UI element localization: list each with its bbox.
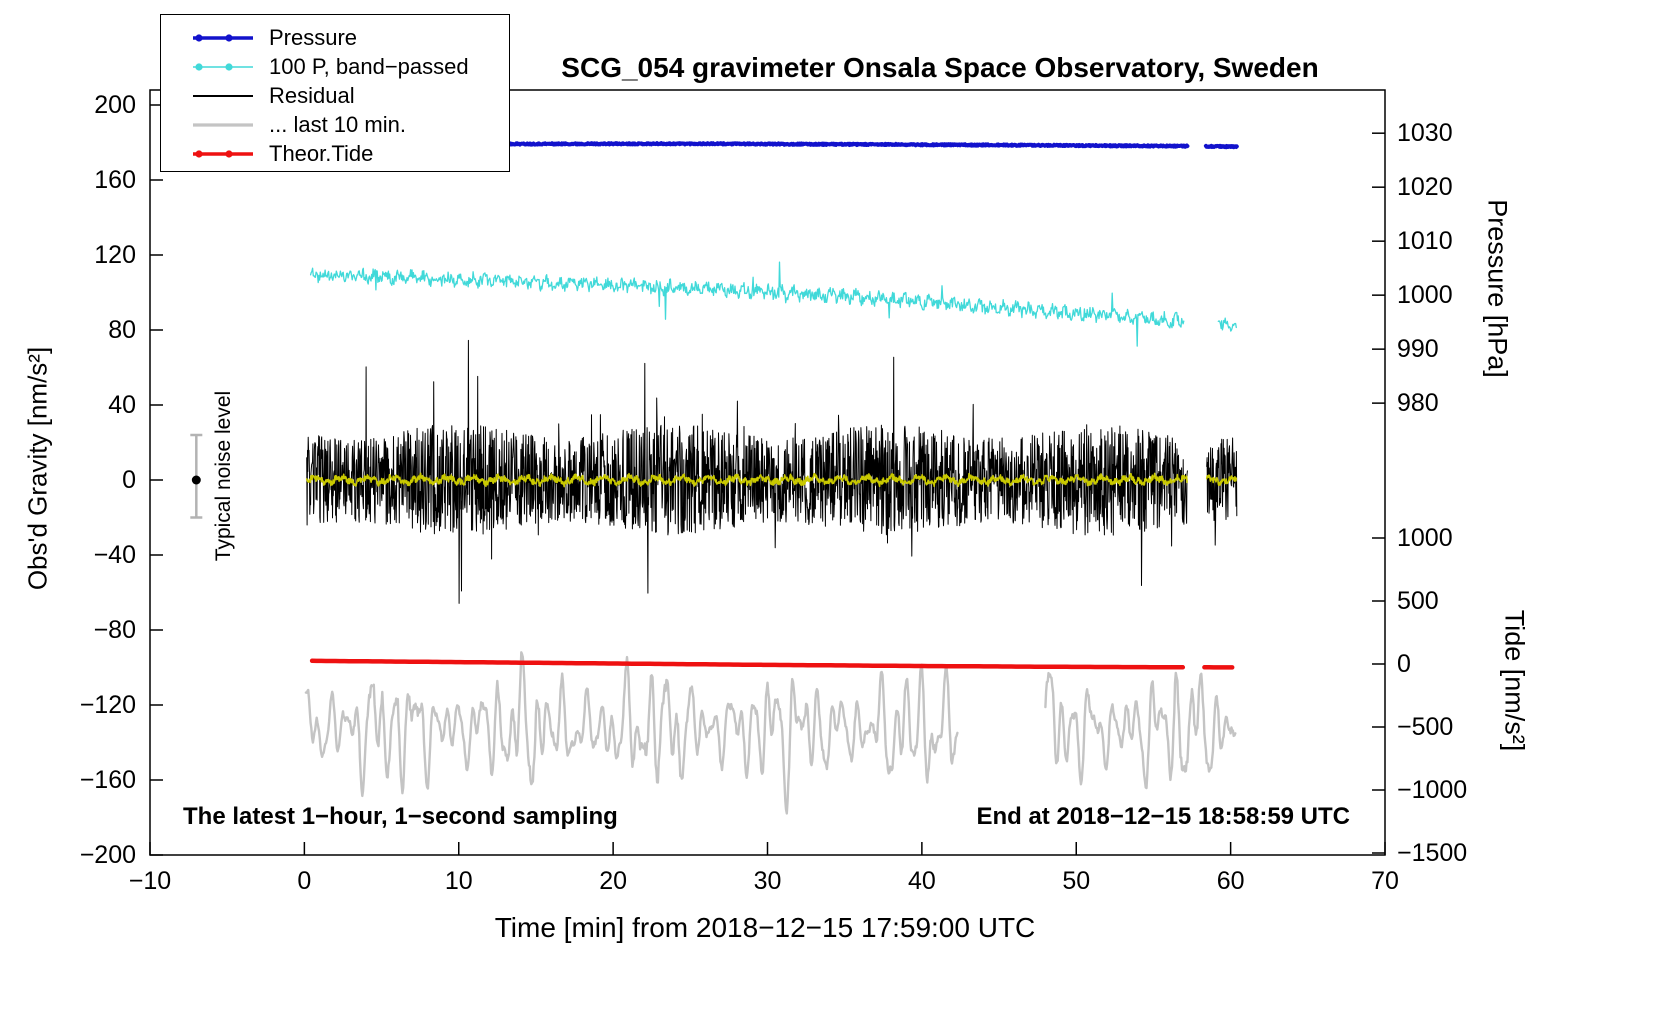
x-tick-label: 30 xyxy=(754,867,782,895)
gravity-tick-label: 200 xyxy=(94,91,136,119)
legend-item: 100 P, band−passed xyxy=(191,52,509,81)
gravity-tick-label: 160 xyxy=(94,166,136,194)
pressure-tick-label: 980 xyxy=(1397,389,1439,417)
chart-title: SCG_054 gravimeter Onsala Space Observat… xyxy=(561,52,1319,83)
legend-dot xyxy=(195,149,203,158)
legend-marker-icon xyxy=(193,33,253,42)
series-residual xyxy=(306,339,1188,604)
legend-dot xyxy=(225,149,233,158)
gravity-tick-label: 0 xyxy=(122,466,136,494)
typical-noise-level-label: Typical noise level xyxy=(212,390,235,562)
gravity-tick-label: −200 xyxy=(80,841,136,869)
legend-dot xyxy=(225,62,233,71)
tide-axis-label: Tide [nm/s²] xyxy=(1499,609,1530,752)
series-last-10-min-seg1 xyxy=(1044,671,1237,790)
legend-label: Theor.Tide xyxy=(269,140,374,166)
x-tick-label: 20 xyxy=(599,867,627,895)
legend-marker-icon xyxy=(193,122,253,127)
legend-item: Residual xyxy=(191,81,509,110)
x-tick-label: 50 xyxy=(1062,867,1090,895)
legend-dot xyxy=(225,33,233,42)
gravity-axis-label: Obs'd Gravity [nm/s²] xyxy=(22,346,53,591)
pressure-tick-label: 990 xyxy=(1397,335,1439,363)
legend-dot xyxy=(195,62,203,71)
legend-marker-icon xyxy=(193,94,253,97)
gravity-tick-label: −160 xyxy=(80,766,136,794)
legend-label: Residual xyxy=(269,82,355,108)
pressure-tick-label: 1030 xyxy=(1397,119,1453,147)
legend-label: Pressure xyxy=(269,24,358,50)
gravity-tick-label: −80 xyxy=(94,616,136,644)
tide-tick-label: −500 xyxy=(1397,713,1453,741)
series-residual-filtered-seg1 xyxy=(1205,474,1238,487)
series-residual-filtered xyxy=(305,472,1188,488)
legend-marker-icon xyxy=(193,62,253,71)
series-pressure-bandpassed xyxy=(309,261,1185,347)
legend-item: ... last 10 min. xyxy=(191,110,509,139)
sampling-note: The latest 1−hour, 1−second sampling xyxy=(183,803,618,830)
x-tick-label: 70 xyxy=(1371,867,1399,895)
x-tick-label: −10 xyxy=(129,867,171,895)
tide-tick-label: 500 xyxy=(1397,587,1439,615)
pressure-tick-label: 1010 xyxy=(1397,227,1453,255)
legend-dot xyxy=(195,33,203,42)
pressure-tick-label: 1020 xyxy=(1397,173,1453,201)
tide-tick-label: −1000 xyxy=(1397,776,1467,804)
pressure-tick-label: 1000 xyxy=(1397,281,1453,309)
tide-tick-label: 1000 xyxy=(1397,524,1453,552)
gravity-tick-label: −120 xyxy=(80,691,136,719)
legend-marker-icon xyxy=(193,149,253,158)
tide-tick-label: −1500 xyxy=(1397,839,1467,867)
legend: Pressure 100 P, band−passed Residual ... la… xyxy=(160,14,510,172)
gravity-tick-label: −40 xyxy=(94,541,136,569)
x-tick-label: 10 xyxy=(445,867,473,895)
pressure-axis-label: Pressure [hPa] xyxy=(1482,199,1513,378)
noise-dot xyxy=(191,475,201,485)
x-tick-label: 60 xyxy=(1217,867,1245,895)
legend-label: ... last 10 min. xyxy=(269,111,406,137)
tide-tick-label: 0 xyxy=(1397,650,1411,678)
series-last-10-min xyxy=(304,651,959,815)
x-tick-label: 0 xyxy=(297,867,311,895)
legend-label: 100 P, band−passed xyxy=(269,53,469,79)
gravity-tick-label: 40 xyxy=(108,391,136,419)
x-tick-label: 40 xyxy=(908,867,936,895)
gravity-tick-label: 80 xyxy=(108,316,136,344)
legend-item: Pressure xyxy=(191,23,509,52)
legend-item: Theor.Tide xyxy=(191,139,509,168)
x-axis-label: Time [min] from 2018−12−15 17:59:00 UTC xyxy=(494,912,1036,943)
end-time-note: End at 2018−12−15 18:58:59 UTC xyxy=(976,803,1350,830)
series-pressure-bandpassed-seg1 xyxy=(1217,317,1237,332)
series-residual-seg1 xyxy=(1206,437,1238,546)
series-theor-tide xyxy=(309,658,1186,670)
series-pressure-seg1 xyxy=(1203,143,1239,150)
gravity-tick-label: 120 xyxy=(94,241,136,269)
